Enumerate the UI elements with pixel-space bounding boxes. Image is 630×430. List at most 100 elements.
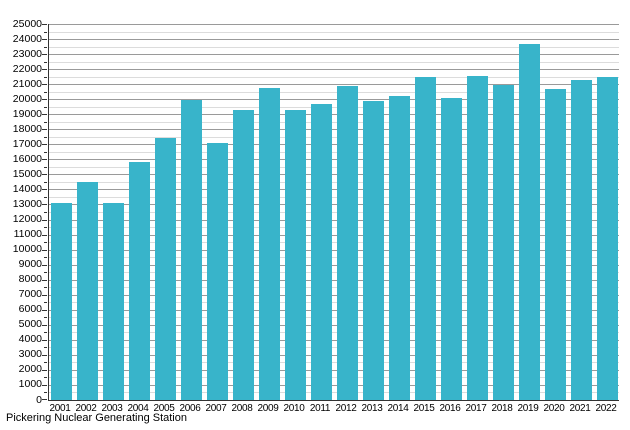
- major-gridline: [49, 99, 619, 101]
- minor-gridline: [49, 347, 619, 349]
- y-axis-tick: [44, 166, 47, 168]
- y-axis-tick: [44, 242, 47, 244]
- bar-2012: [337, 86, 358, 400]
- y-axis-tick: [44, 392, 47, 394]
- y-axis-tick: [42, 174, 47, 176]
- minor-gridline: [49, 166, 619, 168]
- x-tick-label: 2005: [153, 403, 175, 414]
- y-tick-label: 13000: [12, 197, 42, 210]
- x-tick-label: 2018: [491, 403, 513, 414]
- y-tick-label: 14000: [12, 182, 42, 195]
- major-gridline: [49, 294, 619, 296]
- y-axis-tick: [44, 76, 47, 78]
- y-axis-tick: [44, 257, 47, 259]
- y-axis-tick: [44, 46, 47, 48]
- major-gridline: [49, 219, 619, 221]
- bar-2002: [77, 181, 98, 400]
- bar-2020: [545, 88, 566, 400]
- y-axis-tick: [42, 39, 47, 41]
- minor-gridline: [49, 121, 619, 123]
- y-tick-label: 20000: [12, 92, 42, 105]
- x-tick-label: 2020: [543, 403, 565, 414]
- major-gridline: [49, 189, 619, 191]
- minor-gridline: [49, 181, 619, 183]
- x-tick-label: 2009: [257, 403, 279, 414]
- y-tick-label: 10000: [12, 243, 42, 256]
- minor-gridline: [49, 302, 619, 304]
- bar-2009: [259, 87, 280, 400]
- y-axis-tick: [42, 339, 47, 341]
- x-tick-label: 2011: [309, 403, 331, 414]
- y-tick-label: 22000: [12, 62, 42, 75]
- bar-2004: [129, 162, 150, 400]
- y-axis-tick: [42, 279, 47, 281]
- y-tick-label: 15000: [12, 167, 42, 180]
- minor-gridline: [49, 106, 619, 108]
- bar-2010: [285, 109, 306, 400]
- y-axis-tick: [44, 181, 47, 183]
- major-gridline: [49, 54, 619, 56]
- y-axis-tick: [44, 61, 47, 63]
- y-axis-tick: [44, 227, 47, 229]
- minor-gridline: [49, 46, 619, 48]
- major-gridline: [49, 174, 619, 176]
- minor-gridline: [49, 31, 619, 33]
- x-tick-label: 2022: [595, 403, 617, 414]
- y-axis-tick: [42, 114, 47, 116]
- y-tick-label: 0: [36, 393, 42, 406]
- major-gridline: [49, 84, 619, 86]
- y-axis-tick: [42, 219, 47, 221]
- major-gridline: [49, 159, 619, 161]
- y-axis-tick: [42, 144, 47, 146]
- x-tick-label: 2001: [49, 403, 71, 414]
- major-gridline: [49, 204, 619, 206]
- major-gridline: [49, 69, 619, 71]
- y-tick-label: 1000: [18, 378, 42, 391]
- bar-2001: [51, 203, 72, 400]
- y-axis-tick: [44, 332, 47, 334]
- y-axis-tick: [42, 234, 47, 236]
- bar-2019: [519, 43, 540, 400]
- minor-gridline: [49, 332, 619, 334]
- major-gridline: [49, 369, 619, 371]
- y-axis-tick: [42, 69, 47, 71]
- y-axis-tick: [42, 99, 47, 101]
- bar-2017: [467, 75, 488, 400]
- x-tick-label: 2010: [283, 403, 305, 414]
- y-axis-tick: [44, 31, 47, 33]
- major-gridline: [49, 144, 619, 146]
- minor-gridline: [49, 61, 619, 63]
- bar-2008: [233, 109, 254, 400]
- bar-2006: [181, 100, 202, 400]
- y-axis-tick: [44, 317, 47, 319]
- x-tick-label: 2014: [387, 403, 409, 414]
- bar-2003: [103, 203, 124, 400]
- y-axis-tick: [44, 287, 47, 289]
- major-gridline: [49, 339, 619, 341]
- major-gridline: [49, 354, 619, 356]
- y-tick-label: 11000: [13, 228, 42, 241]
- bar-2005: [155, 137, 176, 400]
- minor-gridline: [49, 377, 619, 379]
- major-gridline: [49, 114, 619, 116]
- major-gridline: [49, 234, 619, 236]
- y-axis-tick: [44, 151, 47, 153]
- x-tick-label: 2006: [179, 403, 201, 414]
- y-tick-label: 25000: [12, 17, 42, 30]
- y-axis-tick: [42, 369, 47, 371]
- y-axis-tick: [44, 121, 47, 123]
- y-tick-label: 8000: [18, 273, 42, 286]
- minor-gridline: [49, 257, 619, 259]
- minor-gridline: [49, 242, 619, 244]
- major-gridline: [49, 129, 619, 131]
- x-tick-label: 2004: [127, 403, 149, 414]
- y-axis-tick: [44, 302, 47, 304]
- y-axis-tick: [42, 354, 47, 356]
- minor-gridline: [49, 227, 619, 229]
- y-axis-tick: [44, 362, 47, 364]
- minor-gridline: [49, 91, 619, 93]
- bar-2021: [571, 79, 592, 400]
- minor-gridline: [49, 392, 619, 394]
- y-tick-label: 19000: [12, 107, 42, 120]
- y-axis-tick: [42, 324, 47, 326]
